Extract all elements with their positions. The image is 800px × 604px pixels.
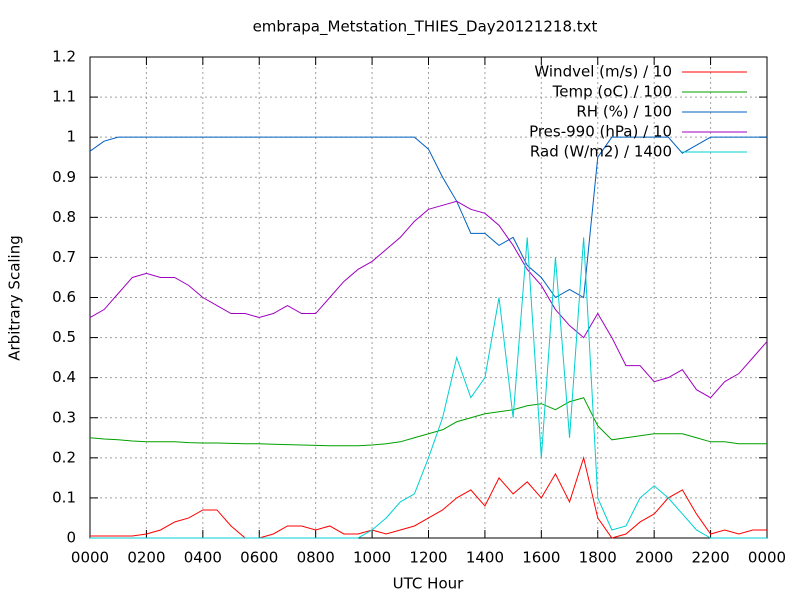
legend-label: Windvel (m/s) / 10: [534, 63, 672, 81]
y-tick-label: 0.9: [52, 168, 76, 186]
x-axis-label: UTC Hour: [393, 575, 464, 593]
x-tick-label: 1400: [466, 549, 504, 567]
y-tick-label: 0.7: [52, 248, 76, 266]
legend-label: Temp (oC) / 100: [552, 83, 672, 101]
x-tick-label: 1600: [522, 549, 560, 567]
series-line: [90, 237, 767, 539]
x-tick-label: 0600: [240, 549, 278, 567]
legend-label: Pres-990 (hPa) / 10: [529, 123, 672, 141]
chart-title: embrapa_Metstation_THIES_Day20121218.txt: [253, 18, 598, 37]
x-tick-label: 0800: [297, 549, 335, 567]
series-line: [89, 397, 767, 447]
y-tick-label: 1.1: [52, 88, 76, 106]
y-tick-label: 0: [66, 529, 76, 547]
y-tick-label: 0.4: [52, 368, 76, 386]
y-tick-label: 0.5: [52, 328, 76, 346]
x-tick-label: 2200: [691, 549, 729, 567]
plot-border: [89, 56, 768, 539]
x-tick-label: 0000: [71, 549, 109, 567]
x-tick-label: 1000: [353, 549, 391, 567]
y-tick-label: 0.1: [52, 488, 76, 506]
x-tick-label: 0200: [127, 549, 165, 567]
series-line: [89, 136, 767, 299]
y-tick-label: 0.6: [52, 288, 76, 306]
y-tick-label: 0.2: [52, 448, 76, 466]
series-line: [89, 200, 768, 399]
x-tick-label: 0400: [184, 549, 222, 567]
y-tick-label: 0.8: [52, 208, 76, 226]
x-tick-label: 2000: [635, 549, 673, 567]
x-tick-label: 0000: [748, 549, 786, 567]
y-tick-label: 0.3: [52, 408, 76, 426]
x-tick-label: 1800: [579, 549, 617, 567]
series-line: [90, 455, 767, 539]
y-tick-label: 1.2: [52, 48, 76, 66]
legend-label: Rad (W/m2) / 1400: [530, 143, 672, 161]
y-axis-label: Arbitrary Scaling: [6, 235, 24, 361]
legend-label: RH (%) / 100: [576, 103, 672, 121]
y-tick-label: 1: [66, 128, 76, 146]
x-tick-label: 1200: [409, 549, 447, 567]
